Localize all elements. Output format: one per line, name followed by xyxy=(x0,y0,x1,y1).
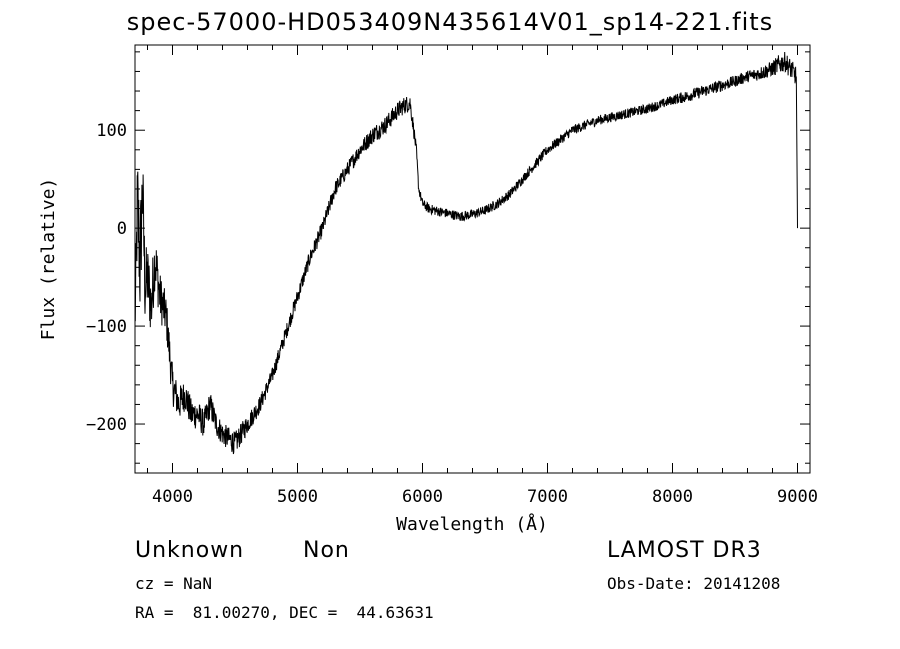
axis-ticks xyxy=(135,45,810,473)
x-axis-label: Wavelength (Å) xyxy=(396,513,548,535)
y-tick-label: −100 xyxy=(86,317,127,337)
x-tick-label: 4000 xyxy=(152,487,193,507)
y-tick-label: 0 xyxy=(117,219,127,239)
coordinates-text: RA = 81.00270, DEC = 44.63631 xyxy=(135,603,434,622)
chart-title: spec-57000-HD053409N435614V01_sp14-221.f… xyxy=(126,8,774,36)
y-tick-label: −200 xyxy=(86,415,127,435)
x-tick-label: 7000 xyxy=(527,487,568,507)
x-tick-label: 8000 xyxy=(652,487,693,507)
redshift-text: cz = NaN xyxy=(135,574,213,593)
x-tick-label: 6000 xyxy=(402,487,443,507)
obs-date-text: Obs-Date: 20141208 xyxy=(607,574,781,593)
spectrum-line xyxy=(134,51,798,455)
object-class-label: Unknown xyxy=(135,538,245,563)
survey-label: LAMOST DR3 xyxy=(607,538,762,563)
axes-frame xyxy=(134,44,811,474)
x-tick-label: 9000 xyxy=(777,487,818,507)
y-axis-label: Flux (relative) xyxy=(38,178,59,341)
axis-tick-labels: 4000 5000 6000 7000 8000 9000 −200 −100 0 100 xyxy=(86,121,818,507)
y-tick-label: 100 xyxy=(96,121,127,141)
object-subclass-label: Non xyxy=(303,538,350,563)
x-tick-label: 5000 xyxy=(277,487,318,507)
